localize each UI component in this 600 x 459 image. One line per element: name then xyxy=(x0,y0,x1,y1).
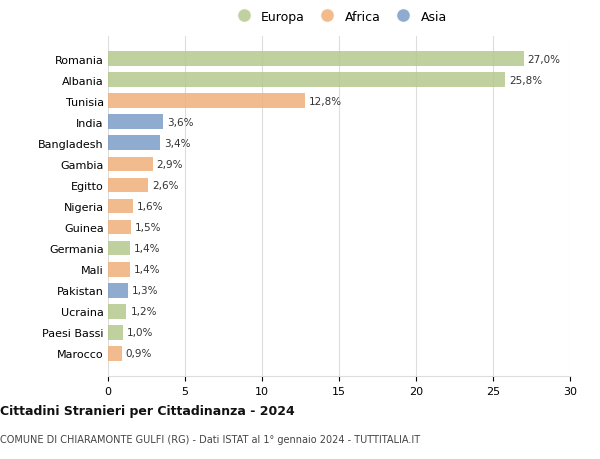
Text: 2,9%: 2,9% xyxy=(157,160,183,169)
Text: Cittadini Stranieri per Cittadinanza - 2024: Cittadini Stranieri per Cittadinanza - 2… xyxy=(0,404,295,417)
Bar xyxy=(108,262,130,277)
Bar xyxy=(108,52,524,67)
Bar xyxy=(108,220,131,235)
Text: 3,6%: 3,6% xyxy=(167,118,194,128)
Bar xyxy=(108,283,128,298)
Text: 1,6%: 1,6% xyxy=(136,202,163,212)
Bar xyxy=(108,346,122,361)
Text: 27,0%: 27,0% xyxy=(527,55,560,65)
Bar xyxy=(108,199,133,214)
Text: 2,6%: 2,6% xyxy=(152,180,178,190)
Text: 1,4%: 1,4% xyxy=(133,264,160,274)
Bar xyxy=(108,73,505,88)
Text: 1,0%: 1,0% xyxy=(127,328,154,337)
Bar xyxy=(108,325,124,340)
Text: 1,2%: 1,2% xyxy=(130,307,157,317)
Text: 1,4%: 1,4% xyxy=(133,244,160,253)
Legend: Europa, Africa, Asia: Europa, Africa, Asia xyxy=(226,6,452,28)
Bar xyxy=(108,178,148,193)
Text: 3,4%: 3,4% xyxy=(164,139,191,149)
Bar xyxy=(108,115,163,130)
Bar xyxy=(108,94,305,109)
Bar xyxy=(108,157,152,172)
Bar xyxy=(108,304,127,319)
Text: 12,8%: 12,8% xyxy=(309,96,342,106)
Text: 0,9%: 0,9% xyxy=(126,348,152,358)
Bar xyxy=(108,136,160,151)
Bar xyxy=(108,241,130,256)
Text: 25,8%: 25,8% xyxy=(509,76,542,85)
Text: 1,3%: 1,3% xyxy=(132,285,158,296)
Text: COMUNE DI CHIARAMONTE GULFI (RG) - Dati ISTAT al 1° gennaio 2024 - TUTTITALIA.IT: COMUNE DI CHIARAMONTE GULFI (RG) - Dati … xyxy=(0,434,420,444)
Text: 1,5%: 1,5% xyxy=(135,223,161,233)
